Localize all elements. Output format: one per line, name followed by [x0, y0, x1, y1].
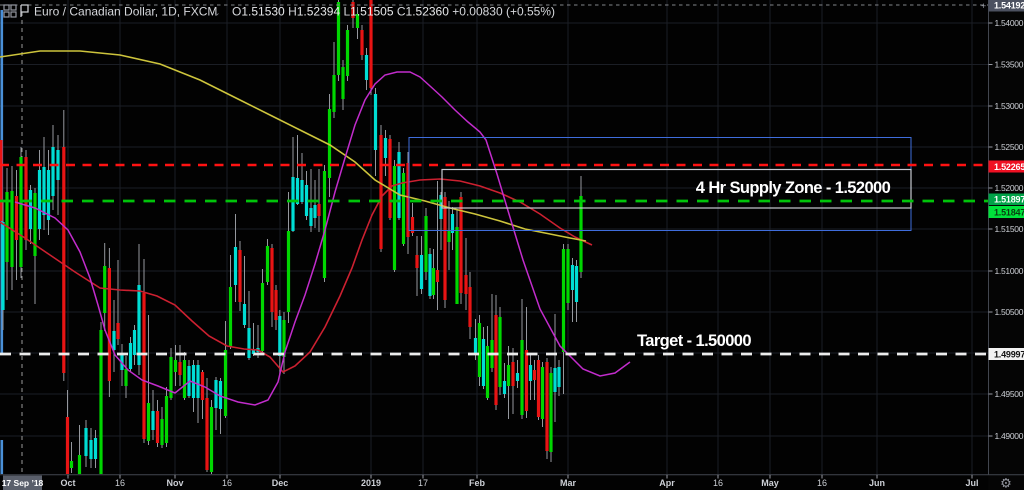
- svg-text:+: +: [981, 1, 986, 11]
- svg-text:16: 16: [713, 478, 723, 488]
- svg-text:1.51897: 1.51897: [994, 195, 1024, 205]
- svg-text:1.50500: 1.50500: [995, 307, 1024, 317]
- svg-text:Jun: Jun: [869, 478, 885, 488]
- svg-text:16: 16: [115, 478, 125, 488]
- svg-text:1.52000: 1.52000: [995, 183, 1024, 193]
- svg-text:1.52500: 1.52500: [995, 142, 1024, 152]
- svg-text:1.51000: 1.51000: [995, 266, 1024, 276]
- svg-text:1.51847: 1.51847: [994, 207, 1024, 217]
- svg-text:1.53000: 1.53000: [995, 101, 1024, 111]
- svg-text:Oct: Oct: [60, 478, 75, 488]
- svg-text:16: 16: [817, 478, 827, 488]
- svg-text:Nov: Nov: [166, 478, 183, 488]
- svg-text:1.52265: 1.52265: [994, 162, 1024, 172]
- svg-text:1.49000: 1.49000: [995, 431, 1024, 441]
- svg-text:1.53500: 1.53500: [995, 60, 1024, 70]
- svg-text:4 Hr Supply Zone - 1.52000: 4 Hr Supply Zone - 1.52000: [696, 179, 891, 197]
- svg-text:16: 16: [222, 478, 232, 488]
- svg-text:1.51500: 1.51500: [995, 224, 1024, 234]
- svg-text:Feb: Feb: [469, 478, 486, 488]
- svg-text:1.54192: 1.54192: [994, 1, 1024, 11]
- svg-text:⌄: ⌄: [213, 8, 221, 18]
- svg-text:1.49997: 1.49997: [994, 349, 1024, 359]
- svg-text:Jul: Jul: [965, 478, 978, 488]
- svg-text:1.49500: 1.49500: [995, 389, 1024, 399]
- svg-text:Mar: Mar: [560, 478, 577, 488]
- svg-text:O1.51530 H1.52394 L1.51505: O1.51530 H1.52394 L1.51505 C1.52360 +0.0…: [232, 5, 555, 19]
- svg-text:⚙: ⚙: [1000, 476, 1012, 490]
- svg-text:Apr: Apr: [659, 478, 675, 488]
- svg-text:May: May: [761, 478, 779, 488]
- svg-text:Dec: Dec: [272, 478, 289, 488]
- svg-text:Target - 1.50000: Target - 1.50000: [637, 332, 751, 350]
- svg-text:2019: 2019: [361, 478, 381, 488]
- svg-text:Euro / Canadian Dollar, 1D, FX: Euro / Canadian Dollar, 1D, FXCM: [34, 5, 217, 19]
- svg-text:17: 17: [418, 478, 428, 488]
- svg-text:1.54000: 1.54000: [995, 18, 1024, 28]
- svg-text:17 Sep ’18: 17 Sep ’18: [2, 478, 44, 488]
